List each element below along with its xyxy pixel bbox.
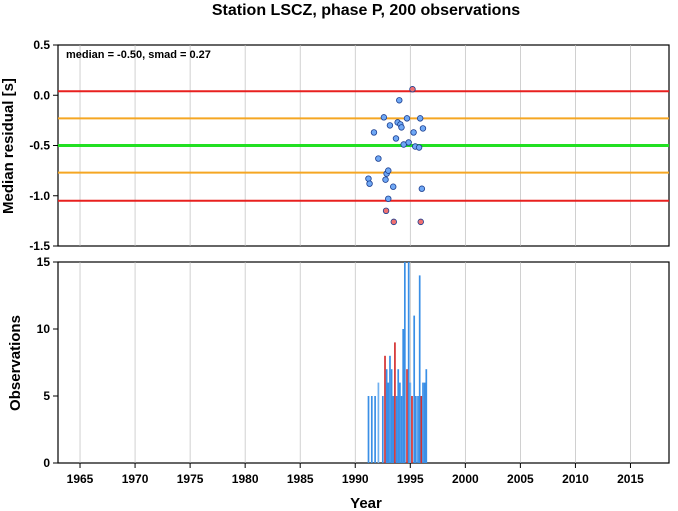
observation-bar <box>384 355 386 463</box>
residual-point <box>405 139 412 146</box>
residual-point <box>385 167 392 174</box>
residual-y-tick-label: 0.5 <box>33 38 50 52</box>
x-tick-label: 1995 <box>397 472 424 486</box>
observation-bar <box>385 369 388 463</box>
residual-point <box>396 97 403 104</box>
observation-bar <box>370 396 373 463</box>
observation-bar <box>367 396 370 463</box>
observations-y-tick-label: 0 <box>43 456 50 470</box>
observation-bar <box>411 396 413 463</box>
observations-y-axis-label: Observations <box>7 315 24 411</box>
residual-point <box>409 86 416 93</box>
observation-bar <box>413 315 416 463</box>
residual-point <box>398 124 405 131</box>
residual-point <box>380 114 388 121</box>
residual-point <box>419 125 427 132</box>
residual-point <box>418 185 426 192</box>
observation-bar <box>399 382 401 463</box>
residual-point <box>392 135 400 142</box>
observation-bar <box>423 382 426 463</box>
observation-bar <box>409 382 412 463</box>
residual-point <box>385 195 392 202</box>
observation-bar <box>389 355 391 463</box>
residual-point <box>370 129 378 136</box>
observation-bar <box>387 382 390 463</box>
residual-point <box>366 180 373 187</box>
x-tick-label: 2005 <box>507 472 534 486</box>
observations-plot-frame <box>57 261 670 464</box>
observation-bar <box>397 369 400 463</box>
x-tick-label: 1975 <box>177 472 204 486</box>
observation-bar <box>381 396 384 463</box>
residual-point <box>410 129 417 136</box>
observation-bar <box>420 396 423 463</box>
residual-y-tick-label: -0.5 <box>29 139 50 153</box>
residual-point <box>415 144 423 151</box>
residual-y-tick-label: -1.0 <box>29 189 50 203</box>
observation-bar <box>414 396 417 463</box>
x-tick-label: 2010 <box>562 472 589 486</box>
chart-title: Station LSCZ, phase P, 200 observations <box>212 2 520 19</box>
observation-bar <box>395 396 398 463</box>
residual-point <box>390 183 397 190</box>
summary-annotation: median = -0.50, smad = 0.27 <box>66 49 211 61</box>
observations-y-tick-label: 15 <box>37 255 51 269</box>
residual-y-axis-label: Median residual [s] <box>0 78 17 214</box>
observation-bar <box>403 262 406 463</box>
residual-point <box>382 176 389 183</box>
observations-y-tick-label: 5 <box>43 389 50 403</box>
residual-point <box>375 155 382 162</box>
observation-bar <box>394 342 396 463</box>
residual-point <box>390 218 397 226</box>
observation-bar <box>377 382 380 463</box>
residual-plot: 0.5 0.0 -0.5 -1.0 -1.5 median = -0.50, smad … <box>0 38 670 253</box>
residual-point <box>416 115 424 122</box>
observation-bar <box>392 396 395 463</box>
observation-bar <box>390 369 393 463</box>
observation-bar <box>425 369 428 463</box>
residual-point <box>382 207 390 215</box>
residual-y-tick-label: 0.0 <box>33 88 50 102</box>
x-tick-label: 1970 <box>122 472 149 486</box>
observation-bar <box>417 396 419 463</box>
observation-bar <box>407 262 410 463</box>
x-tick-label: 1980 <box>232 472 259 486</box>
x-axis-label: Year <box>350 495 382 511</box>
residual-point <box>417 218 424 226</box>
observation-bar <box>406 369 408 463</box>
residual-point <box>403 115 411 122</box>
observation-bar <box>422 382 424 463</box>
x-tick-label: 1990 <box>342 472 369 486</box>
observations-y-tick-label: 10 <box>37 322 51 336</box>
x-tick-label: 2015 <box>617 472 644 486</box>
x-tick-label: 1985 <box>287 472 314 486</box>
residual-point <box>386 122 394 129</box>
observation-bar <box>400 396 403 463</box>
x-tick-label: 2000 <box>452 472 479 486</box>
residual-y-tick-label: -1.5 <box>29 239 50 253</box>
x-tick-label: 1965 <box>67 472 94 486</box>
observation-bar <box>402 329 405 463</box>
observations-plot: 0 5 10 15 1965 1970 1975 1980 1985 1990 1995 2000 2… <box>7 255 670 511</box>
observation-bar <box>374 396 376 463</box>
observation-bar <box>418 275 421 463</box>
